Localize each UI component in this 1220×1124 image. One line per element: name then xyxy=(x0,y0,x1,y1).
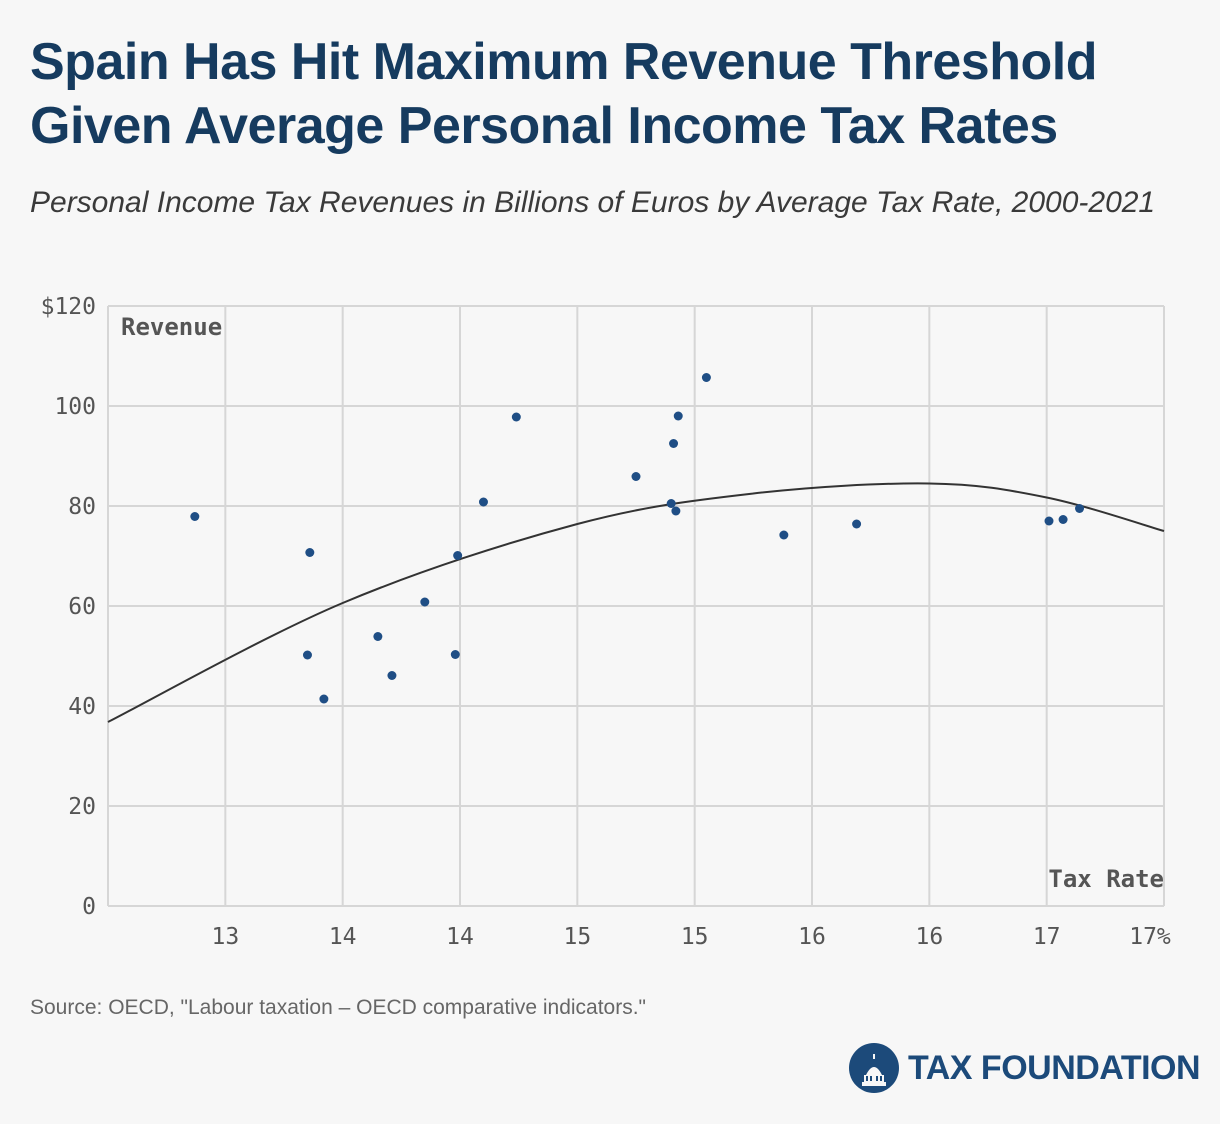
y-tick-label: 20 xyxy=(68,794,96,820)
data-point xyxy=(671,506,681,516)
data-point xyxy=(779,530,789,540)
chart-title: Spain Has Hit Maximum Revenue Threshold … xyxy=(30,33,1097,155)
x-tick-label: 15 xyxy=(563,924,591,950)
data-point xyxy=(305,548,315,557)
x-tick-label: 13 xyxy=(211,924,239,950)
data-point xyxy=(420,597,430,607)
logo-wordmark: TAX FOUNDATION xyxy=(908,1048,1201,1087)
y-axis-title: Revenue xyxy=(121,313,222,341)
data-point xyxy=(852,519,862,529)
data-point xyxy=(1075,504,1085,513)
data-point xyxy=(373,632,383,641)
y-tick-label: 100 xyxy=(54,394,96,420)
tax-foundation-logo: TAX FOUNDATION xyxy=(848,1042,1201,1094)
x-tick-label: 17% xyxy=(1129,924,1171,950)
data-point xyxy=(190,512,200,521)
data-point xyxy=(302,650,312,660)
data-point xyxy=(673,411,683,421)
y-tick-label: 40 xyxy=(68,694,96,720)
x-tick-label: 14 xyxy=(446,924,474,950)
trendline xyxy=(107,482,1165,723)
x-axis-title: Tax Rate xyxy=(1048,865,1164,893)
chart-subtitle: Personal Income Tax Revenues in Billions… xyxy=(30,186,1156,219)
data-point xyxy=(478,497,488,507)
scatter-chart: 0 20 40 60 80 100 $120 13 14 14 15 15 16 16 17 17% Rev… xyxy=(41,294,1171,950)
data-point xyxy=(319,694,329,704)
x-tick-label: 17 xyxy=(1033,924,1061,950)
data-point xyxy=(387,671,397,680)
x-tick-label: 16 xyxy=(915,924,943,950)
y-tick-label: 80 xyxy=(68,494,96,520)
data-points xyxy=(190,373,1085,704)
data-point xyxy=(511,412,521,422)
x-tick-label: 15 xyxy=(681,924,709,950)
source-note: Source: OECD, "Labour taxation – OECD co… xyxy=(30,996,647,1019)
x-tick-label: 16 xyxy=(798,924,826,950)
data-point xyxy=(1058,515,1068,524)
y-tick-label: $120 xyxy=(41,294,96,320)
x-tick-label: 14 xyxy=(329,924,357,950)
data-point xyxy=(701,373,711,382)
data-point xyxy=(631,472,641,481)
trendline-group xyxy=(107,482,1165,723)
data-point xyxy=(669,439,679,448)
capitol-dome-icon xyxy=(849,1043,899,1093)
data-point xyxy=(666,499,676,508)
grid-lines xyxy=(107,305,1165,907)
data-point xyxy=(450,650,460,659)
data-point xyxy=(453,551,463,560)
y-axis-ticks: 0 20 40 60 80 100 $120 xyxy=(41,294,96,920)
x-axis-ticks: 13 14 14 15 15 16 16 17 17% xyxy=(211,924,1170,950)
data-point xyxy=(1044,516,1054,526)
y-tick-label: 0 xyxy=(82,894,96,920)
y-tick-label: 60 xyxy=(68,594,96,620)
